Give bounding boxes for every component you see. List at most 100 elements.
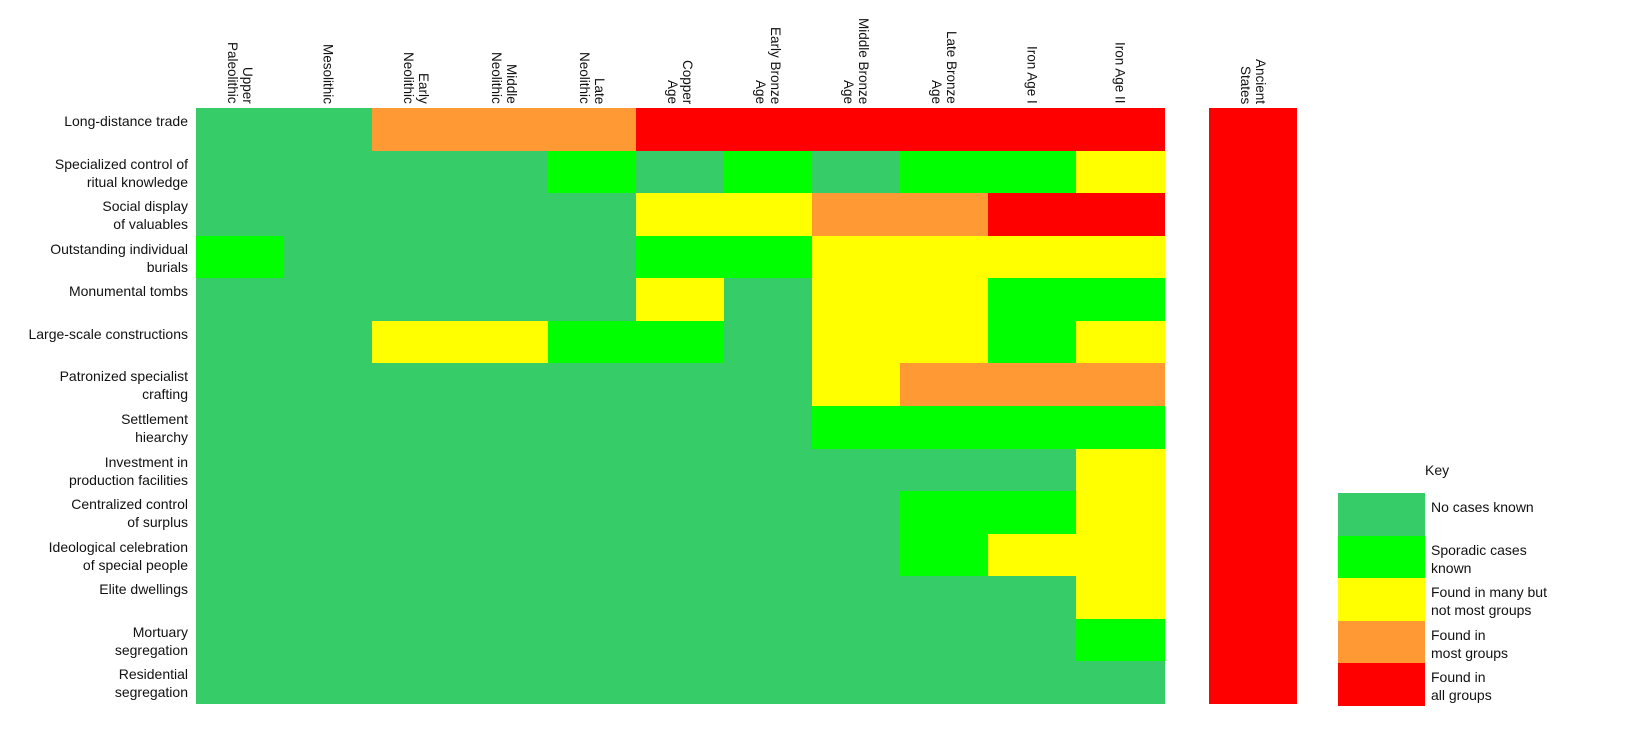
heatmap-cell — [724, 108, 813, 152]
column-header: Early Neolithic — [372, 0, 460, 104]
heatmap-cell — [372, 533, 461, 577]
heatmap-cell — [900, 491, 989, 535]
heatmap-cell — [1076, 491, 1165, 535]
heatmap-cell — [284, 108, 373, 152]
heatmap-cell — [724, 320, 813, 364]
heatmap-cell — [548, 235, 637, 279]
column-header-label: Late Neolithic — [577, 52, 607, 104]
heatmap-cell — [196, 108, 285, 152]
column-header: Late Bronze Age — [900, 0, 988, 104]
heatmap-cell — [724, 448, 813, 492]
heatmap-cell — [548, 576, 637, 620]
heatmap-cell — [372, 491, 461, 535]
legend-swatch — [1338, 620, 1425, 663]
heatmap-cell — [988, 448, 1077, 492]
heatmap-cell — [548, 108, 637, 152]
heatmap-cell — [636, 406, 725, 450]
column-header-label: Early Bronze Age — [753, 26, 783, 104]
row-label: Social display of valuables — [102, 198, 188, 233]
heatmap-cell — [372, 448, 461, 492]
heatmap-cell — [284, 491, 373, 535]
heatmap-cell — [372, 320, 461, 364]
legend-swatch — [1338, 493, 1425, 536]
heatmap-cell — [548, 491, 637, 535]
column-header: Middle Bronze Age — [812, 0, 900, 104]
heatmap-cell — [988, 320, 1077, 364]
heatmap-cell — [636, 193, 725, 237]
heatmap-cell — [812, 491, 901, 535]
heatmap-cell — [460, 491, 549, 535]
heatmap-cell — [284, 406, 373, 450]
heatmap-cell — [900, 235, 989, 279]
heatmap-cell — [812, 406, 901, 450]
row-label: Centralized control of surplus — [71, 496, 188, 531]
heatmap-cell — [372, 235, 461, 279]
column-header-label: Copper Age — [665, 59, 695, 104]
heatmap-cell — [284, 448, 373, 492]
column-header-label: Middle Bronze Age — [841, 17, 871, 104]
heatmap-cell — [900, 533, 989, 577]
heatmap-cell — [812, 618, 901, 662]
heatmap-cell — [196, 533, 285, 577]
column-header-label: Iron Age I — [1024, 46, 1040, 104]
heatmap-cell — [284, 320, 373, 364]
heatmap-cell — [1076, 576, 1165, 620]
heatmap-cell — [372, 576, 461, 620]
heatmap-cell — [812, 108, 901, 152]
heatmap-cell — [284, 576, 373, 620]
heatmap-cell — [636, 320, 725, 364]
column-header-label: Late Bronze Age — [929, 31, 959, 104]
heatmap-cell — [460, 150, 549, 194]
heatmap-cell — [988, 533, 1077, 577]
heatmap-cell — [1076, 278, 1165, 322]
heatmap-cell — [724, 491, 813, 535]
column-header: Copper Age — [636, 0, 724, 104]
row-label: Elite dwellings — [99, 581, 188, 598]
heatmap-cell — [1076, 618, 1165, 662]
heatmap-cell — [1076, 363, 1165, 407]
heatmap-cell — [548, 150, 637, 194]
heatmap-cell — [988, 363, 1077, 407]
heatmap-cell — [636, 576, 725, 620]
heatmap-cell — [284, 618, 373, 662]
heatmap-cell — [1076, 448, 1165, 492]
heatmap-cell — [548, 406, 637, 450]
heatmap-cell — [548, 278, 637, 322]
heatmap-cell — [284, 235, 373, 279]
heatmap-cell — [812, 448, 901, 492]
legend-label: Found in many but not most groups — [1431, 584, 1547, 618]
heatmap-cell — [900, 576, 989, 620]
heatmap-cell — [372, 108, 461, 152]
heatmap-cell — [372, 150, 461, 194]
heatmap-cell — [548, 661, 637, 705]
heatmap-cell — [724, 235, 813, 279]
column-header-label: Middle Neolithic — [489, 52, 519, 104]
heatmap-cell — [900, 363, 989, 407]
heatmap-cell — [724, 576, 813, 620]
heatmap-cell — [284, 533, 373, 577]
heatmap-cell — [900, 661, 989, 705]
heatmap-cell — [988, 576, 1077, 620]
column-header: Middle Neolithic — [460, 0, 548, 104]
row-label: Specialized control of ritual knowledge — [54, 155, 188, 190]
heatmap-cell — [372, 661, 461, 705]
heatmap-cell — [636, 618, 725, 662]
heatmap-cell — [900, 108, 989, 152]
heatmap-cell — [196, 150, 285, 194]
heatmap-cell — [548, 533, 637, 577]
heatmap-cell — [196, 406, 285, 450]
column-header: Late Neolithic — [548, 0, 636, 104]
heatmap-cell — [988, 235, 1077, 279]
heatmap-cell — [196, 193, 285, 237]
heatmap-cell — [812, 363, 901, 407]
heatmap-cell — [636, 533, 725, 577]
heatmap-cell — [548, 448, 637, 492]
heatmap-cell — [548, 363, 637, 407]
ancient-states-label: Ancient States — [1238, 58, 1268, 104]
row-label: Residential segregation — [114, 666, 188, 701]
heatmap-cell — [724, 406, 813, 450]
heatmap-cell — [724, 363, 813, 407]
heatmap-cell — [460, 320, 549, 364]
heatmap-cell — [812, 576, 901, 620]
heatmap-cell — [900, 320, 989, 364]
